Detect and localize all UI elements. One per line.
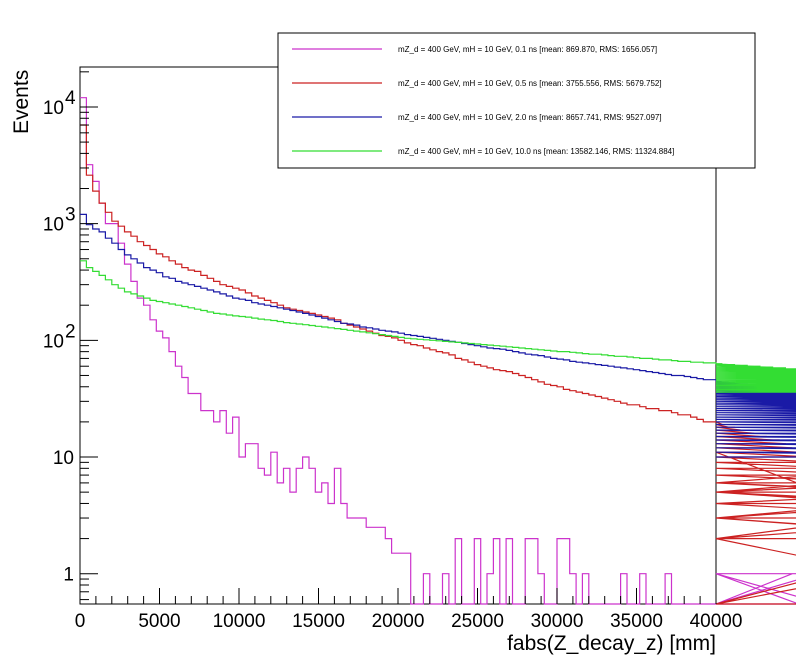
x-axis-title: fabs(Z_decay_z) [mm]: [507, 632, 716, 655]
y-axis-title: Events: [10, 70, 33, 134]
y-tick-label: 10: [53, 448, 74, 469]
y-tick-exponent: 3: [65, 205, 76, 226]
x-tick-label: 10000: [213, 611, 266, 632]
x-axis: 0 5000 10000 15000 20000 25000 30000 35000 40000: [75, 588, 743, 632]
x-tick-label: 40000: [690, 611, 743, 632]
y-tick-label: 10: [43, 98, 64, 119]
x-tick-label: 0: [75, 611, 86, 632]
x-tick-label: 20000: [372, 611, 425, 632]
x-tick-label: 5000: [138, 611, 180, 632]
legend: mZ_d = 400 GeV, mH = 10 GeV, 0.1 ns [mea…: [277, 32, 756, 169]
series-line-3: [80, 260, 796, 393]
x-tick-label: 35000: [610, 611, 663, 632]
legend-entry-3: mZ_d = 400 GeV, mH = 10 GeV, 10.0 ns [me…: [398, 147, 674, 156]
series-line-1: [80, 124, 796, 605]
x-tick-label: 25000: [451, 611, 504, 632]
y-tick-exponent: 4: [65, 88, 76, 109]
x-tick-label: 30000: [531, 611, 584, 632]
legend-entry-1: mZ_d = 400 GeV, mH = 10 GeV, 0.5 ns [mea…: [398, 79, 662, 88]
y-tick-label: 10: [43, 215, 64, 236]
y-tick-exponent: 2: [65, 321, 76, 342]
legend-entry-0: mZ_d = 400 GeV, mH = 10 GeV, 0.1 ns [mea…: [398, 45, 657, 54]
series-line-2: [80, 213, 796, 458]
series-line-0: [80, 97, 796, 605]
y-tick-label: 1: [63, 565, 74, 586]
series-layer: [80, 97, 796, 605]
y-tick-label: 10: [43, 331, 64, 352]
legend-box: [277, 32, 756, 169]
legend-entry-2: mZ_d = 400 GeV, mH = 10 GeV, 2.0 ns [mea…: [398, 113, 662, 122]
x-tick-label: 15000: [292, 611, 345, 632]
